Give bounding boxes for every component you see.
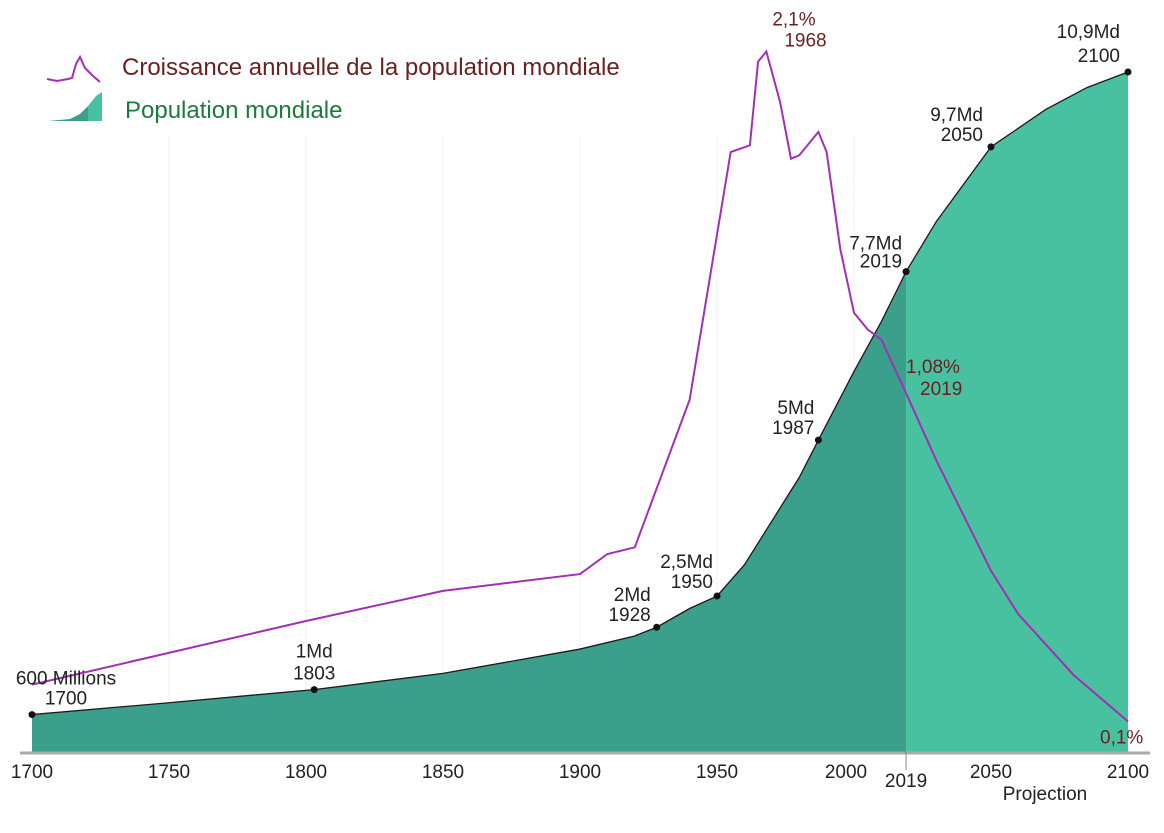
- lines: [31, 49, 1129, 723]
- growth-label: 2,1%: [772, 10, 815, 31]
- population-point: [653, 623, 661, 631]
- population-point: [1124, 68, 1132, 76]
- x-tick-label: 1850: [422, 762, 464, 783]
- legend-population-icon-light: [88, 92, 102, 121]
- population-point: [902, 268, 910, 276]
- legend-growth-icon: [46, 54, 101, 83]
- legend-population-icon-dark: [48, 106, 88, 121]
- population-area: [32, 72, 1128, 752]
- population-year: 1803: [293, 664, 335, 685]
- growth-label: 1,08%: [906, 357, 960, 378]
- population-year: 1987: [772, 418, 814, 439]
- population-year: 1950: [671, 572, 713, 593]
- population-point: [987, 143, 995, 151]
- population-year: 2100: [1078, 46, 1120, 67]
- population-area-historical: [32, 271, 907, 752]
- population-label: 5Md: [777, 398, 814, 419]
- population-label: 10,9Md: [1057, 22, 1120, 43]
- population-point: [713, 592, 721, 600]
- x-tick-label: 1900: [559, 762, 601, 783]
- legend-growth-label: Croissance annuelle de la population mon…: [122, 54, 620, 81]
- population-label: 2Md: [614, 585, 651, 606]
- x-tick-label: 2000: [825, 762, 867, 783]
- legend-population-label: Population mondiale: [125, 97, 343, 124]
- x-axis: 1700 1750 1800 1850 1900 1950 2000 2019 2050 2100…: [11, 751, 1150, 805]
- x-tick-label: 1950: [696, 762, 738, 783]
- population-area-projection: [906, 72, 1128, 752]
- x-tick-label: 1750: [148, 762, 190, 783]
- population-year: 2019: [860, 252, 902, 273]
- population-year: 1928: [608, 605, 650, 626]
- population-year: 2050: [941, 125, 983, 146]
- population-label: 600 Millions: [16, 669, 116, 690]
- population-point: [28, 711, 36, 719]
- x-tick-label: 1700: [11, 762, 53, 783]
- population-label: 1Md: [296, 642, 333, 663]
- population-point: [814, 436, 822, 444]
- growth-year: 2019: [920, 379, 962, 400]
- growth-year: 1968: [784, 31, 826, 52]
- x-tick-label: 2100: [1107, 762, 1149, 783]
- legend: Croissance annuelle de la population mon…: [46, 54, 620, 124]
- population-line: [31, 71, 1129, 716]
- x-tick-label: 2019: [885, 771, 927, 792]
- x-tick-label: 2050: [970, 762, 1012, 783]
- population-label: 2,5Md: [660, 552, 713, 573]
- projection-label: Projection: [1003, 784, 1088, 805]
- population-year: 1700: [45, 689, 87, 710]
- population-label: 9,7Md: [930, 105, 983, 126]
- growth-line: [31, 49, 1129, 723]
- population-label: 7,7Md: [849, 234, 902, 255]
- growth-label: 0,1%: [1100, 728, 1143, 749]
- population-point: [310, 686, 318, 694]
- x-tick-label: 1800: [285, 762, 327, 783]
